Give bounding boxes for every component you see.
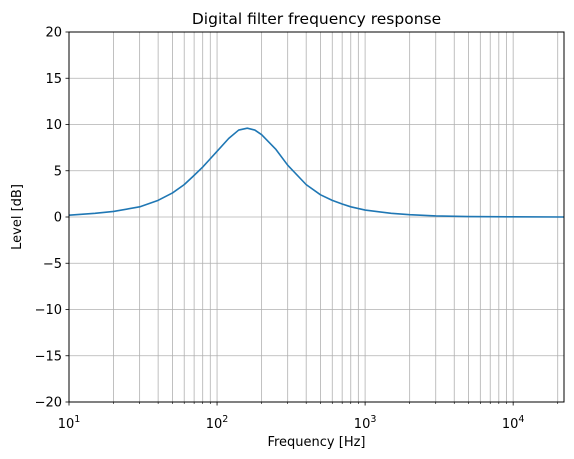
y-tick-label: −15 [35, 349, 62, 364]
chart-title: Digital filter frequency response [192, 10, 441, 28]
x-axis: 101 102 103 104 [58, 402, 559, 432]
y-tick-label: 15 [45, 72, 62, 87]
y-tick-label: −20 [35, 396, 62, 411]
y-tick-label: 10 [45, 118, 62, 133]
y-tick-label: 20 [45, 26, 62, 41]
plot-area [68, 127, 565, 218]
x-tick-label: 104 [502, 414, 525, 432]
x-axis-label: Frequency [Hz] [267, 435, 365, 450]
x-tick-label: 102 [206, 414, 229, 432]
x-tick-label: 103 [354, 414, 377, 432]
response-line [68, 127, 565, 218]
y-tick-label: 0 [54, 211, 62, 226]
x-tick-label: 101 [58, 414, 81, 432]
y-axis-label: Level [dB] [10, 184, 25, 250]
y-axis: 20 15 10 5 0 −5 −10 −15 −20 [35, 26, 69, 411]
y-tick-label: −10 [35, 303, 62, 318]
y-tick-label: −5 [43, 257, 62, 272]
y-tick-label: 5 [54, 164, 62, 179]
